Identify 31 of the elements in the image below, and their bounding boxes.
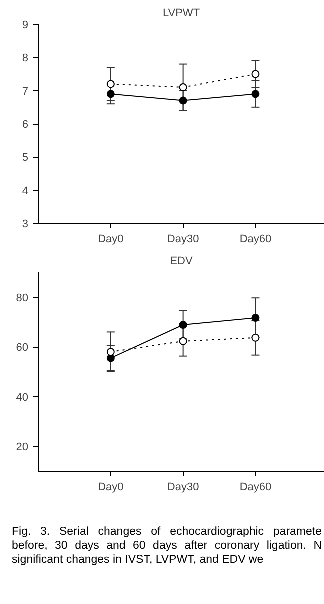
y-tick-label: 40 [16, 392, 29, 404]
y-tick-label: 80 [16, 292, 29, 304]
y-tick-label: 6 [22, 119, 29, 131]
y-tick-label: 9 [22, 20, 29, 32]
x-tick-label: Day30 [167, 482, 200, 494]
y-tick-label: 3 [22, 218, 29, 230]
point [252, 334, 260, 342]
point [106, 348, 115, 356]
y-tick-label: 60 [16, 342, 29, 354]
x-tick-label: Day0 [98, 234, 124, 246]
x-tick-label: Day60 [240, 482, 272, 494]
point [179, 96, 188, 105]
point [106, 90, 115, 98]
caption: Fig. 3. Serial changes of echocardiographic paramete before, 30 days and 60 days after coronary ligation. N significant changes in IVST, LVPWT, and EDV we [12, 526, 322, 568]
point [252, 90, 260, 98]
point [252, 314, 260, 322]
y-tick-label: 8 [22, 52, 29, 65]
point [179, 337, 188, 346]
x-tick-label: Day60 [240, 234, 272, 246]
y-tick-label: 20 [16, 442, 29, 454]
point [179, 320, 188, 329]
point [252, 70, 260, 78]
x-tick-label: Day0 [98, 482, 124, 494]
point [179, 84, 188, 92]
point [106, 80, 115, 88]
y-tick-label: 4 [22, 185, 29, 198]
chart-title: LVPWT [162, 8, 200, 20]
x-tick-label: Day30 [167, 234, 200, 246]
y-tick-label: 5 [22, 152, 29, 164]
chart-title: EDV [170, 256, 194, 268]
y-tick-label: 7 [22, 86, 29, 98]
